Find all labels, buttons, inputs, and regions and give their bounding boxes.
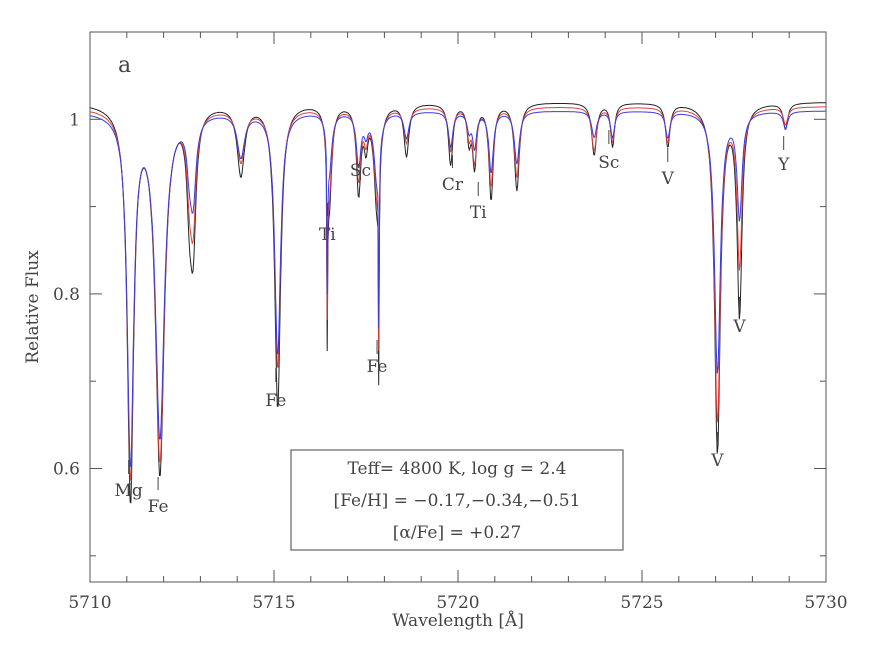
x-tick-label: 5720: [436, 593, 479, 613]
x-tick-label: 5715: [252, 593, 295, 613]
y-tick-label: 0.8: [53, 285, 80, 305]
x-axis-title: Wavelength [Å]: [392, 610, 524, 631]
x-tick-label: 5730: [804, 593, 847, 613]
spectrum-series-0: [89, 102, 826, 504]
x-tick-label: 5725: [620, 593, 663, 613]
line-id-label: Fe: [148, 497, 169, 517]
spectrum-series-2: [89, 110, 826, 468]
y-tick-label: 0.6: [53, 460, 80, 480]
line-id-label: V: [710, 451, 724, 471]
panel-label: a: [118, 53, 131, 78]
y-tick-label: 1: [69, 110, 80, 130]
line-id-label: Fe: [265, 391, 286, 411]
line-id-label: Sc: [350, 161, 371, 181]
line-identifications: Mg Fe Fe Ti Sc Fe Cr Ti Sc V V V Y: [114, 130, 790, 517]
legend-line-metallicity: [Fe/H] = −0.17,−0.34,−0.51: [334, 491, 581, 511]
line-id-label: V: [661, 169, 675, 189]
line-id-label: Ti: [319, 225, 336, 245]
line-id-label: Mg: [114, 481, 142, 501]
legend-box: Teff= 4800 K, log g = 2.4 [Fe/H] = −0.17…: [290, 449, 624, 551]
legend-line-params: Teff= 4800 K, log g = 2.4: [348, 459, 567, 479]
line-id-label: Y: [777, 155, 790, 175]
line-id-label: Ti: [470, 203, 487, 223]
x-tick-label: 5710: [68, 593, 111, 613]
line-id-label: Cr: [442, 175, 464, 195]
line-id-label: V: [732, 317, 746, 337]
spectrum-curves: [89, 102, 826, 504]
line-id-label: Sc: [598, 153, 619, 173]
y-axis-title: Relative Flux: [23, 250, 43, 364]
legend-line-alpha: [α/Fe] = +0.27: [393, 523, 522, 543]
axis-ticks: 5710 5715 5720 5725 5730 0.6 0.8 1: [53, 32, 848, 613]
line-id-label: Fe: [367, 357, 388, 377]
